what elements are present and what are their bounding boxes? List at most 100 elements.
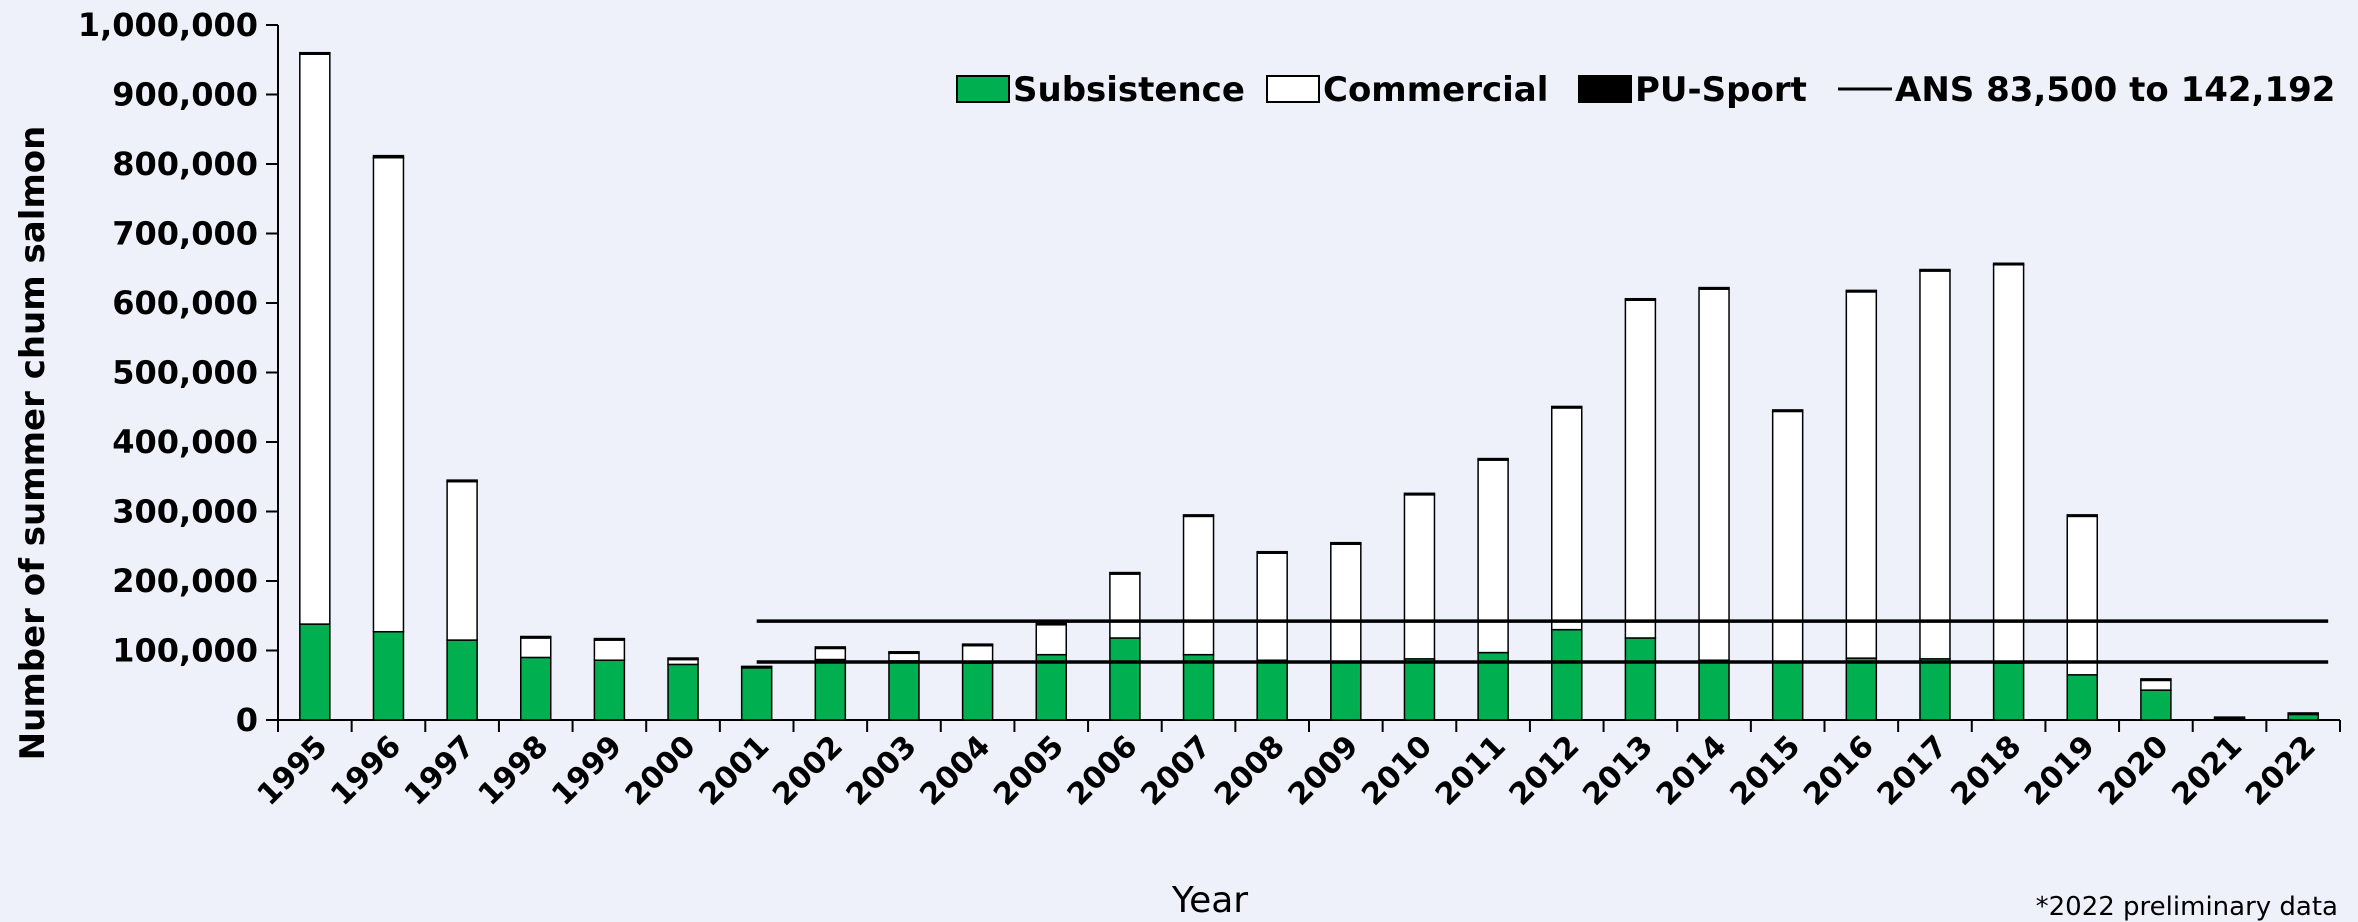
bar-pu-sport-2008: [1256, 550, 1288, 554]
x-tick-label: 2021: [2165, 729, 2249, 813]
y-tick-label: 900,000: [112, 76, 258, 114]
x-tick-label: 2019: [2018, 729, 2102, 813]
bar-pu-sport-2022: [2287, 712, 2319, 716]
bar-pu-sport-2018: [1992, 262, 2025, 266]
bar-subsistence-2015: [1771, 661, 1804, 721]
bar-commercial-1995: [299, 53, 331, 625]
x-tick-label: 2002: [766, 729, 850, 813]
legend-label-pu-sport: PU-Sport: [1635, 70, 1807, 110]
bar-subsistence-2002: [814, 658, 847, 721]
bar-subsistence-2007: [1182, 653, 1215, 721]
bar-subsistence-2000: [667, 663, 699, 721]
bar-commercial-2013: [1624, 299, 1657, 639]
bar-pu-sport-2001: [740, 665, 773, 669]
bar-pu-sport-2017: [1919, 268, 1951, 272]
bar-pu-sport-2012: [1551, 405, 1583, 409]
bar-subsistence-2004: [961, 662, 994, 721]
bar-commercial-2009: [1330, 543, 1362, 664]
bar-commercial-2017: [1919, 270, 1951, 660]
bar-commercial-2003: [888, 652, 920, 662]
bar-pu-sport-2004: [961, 643, 994, 647]
y-tick-label: 300,000: [112, 493, 258, 531]
bar-commercial-2018: [1992, 264, 2025, 664]
x-tick-label: 2015: [1724, 729, 1808, 813]
bar-pu-sport-2009: [1330, 541, 1362, 545]
bar-subsistence-2014: [1698, 659, 1730, 721]
x-tick-label: 2018: [1944, 729, 2028, 813]
bar-commercial-1998: [520, 637, 552, 659]
bar-subsistence-2013: [1624, 637, 1657, 721]
bar-pu-sport-2005: [1035, 622, 1067, 626]
bar-pu-sport-2013: [1624, 297, 1657, 301]
bar-subsistence-1998: [520, 656, 552, 721]
x-axis-title: Year: [1171, 880, 1248, 921]
x-tick-label: 2009: [1282, 729, 1366, 813]
bar-pu-sport-1999: [593, 637, 626, 641]
bar-subsistence-2009: [1330, 661, 1362, 721]
x-tick-label: 2014: [1650, 729, 1734, 813]
bar-commercial-2002: [814, 647, 847, 661]
x-tick-label: 2020: [2092, 729, 2176, 813]
bar-subsistence-2011: [1477, 651, 1509, 721]
bar-commercial-2005: [1035, 624, 1067, 656]
x-tick-label: 1996: [324, 729, 408, 813]
bar-pu-sport-2011: [1477, 457, 1509, 461]
bar-pu-sport-2006: [1109, 571, 1141, 575]
bar-pu-sport-1998: [520, 635, 552, 639]
x-tick-label: 2003: [840, 729, 924, 813]
legend-label-subsistence: Subsistence: [1013, 70, 1245, 110]
bar-commercial-2012: [1551, 407, 1583, 631]
bar-subsistence-2005: [1035, 653, 1067, 721]
bar-commercial-2016: [1845, 291, 1878, 659]
bar-subsistence-2016: [1845, 657, 1878, 721]
x-tick-label: 1998: [472, 729, 556, 813]
bar-subsistence-2008: [1256, 659, 1288, 721]
bar-subsistence-2019: [2066, 674, 2098, 721]
bar-subsistence-2006: [1109, 637, 1141, 721]
bar-subsistence-2012: [1551, 628, 1583, 721]
y-tick-label: 500,000: [112, 354, 258, 392]
bar-pu-sport-2003: [888, 651, 920, 655]
bars: [299, 51, 2319, 721]
preliminary-note: *2022 preliminary data: [2036, 892, 2338, 922]
x-axis: 1995199619971998199920002001200220032004…: [251, 719, 2341, 813]
bar-commercial-2015: [1771, 410, 1804, 664]
bar-subsistence-2010: [1403, 658, 1436, 721]
bar-subsistence-2003: [888, 660, 920, 721]
bar-subsistence-1997: [446, 639, 478, 721]
bar-pu-sport-2002: [814, 646, 847, 650]
bar-pu-sport-2010: [1403, 492, 1436, 496]
bar-pu-sport-2007: [1182, 514, 1215, 518]
x-tick-label: 1995: [251, 729, 335, 813]
bar-pu-sport-2020: [2140, 678, 2172, 682]
x-tick-label: 2001: [693, 729, 777, 813]
bar-subsistence-2020: [2140, 689, 2172, 721]
bar-pu-sport-1996: [372, 154, 405, 159]
legend-label-ans: ANS 83,500 to 142,192: [1895, 70, 2335, 110]
x-tick-label: 1999: [545, 729, 629, 813]
bar-pu-sport-2016: [1845, 289, 1878, 293]
legend-swatch-pu-sport: [1578, 75, 1632, 103]
bar-commercial-2006: [1109, 573, 1141, 639]
bar-subsistence-1995: [299, 623, 331, 721]
bar-pu-sport-2021: [2213, 716, 2246, 720]
bar-subsistence-2022: [2287, 713, 2319, 721]
bar-pu-sport-2014: [1698, 286, 1730, 290]
bar-pu-sport-1997: [446, 479, 478, 483]
legend-label-commercial: Commercial: [1323, 70, 1548, 110]
x-tick-label: 2017: [1871, 729, 1955, 813]
x-tick-label: 2022: [2239, 729, 2323, 813]
bar-pu-sport-2000: [667, 657, 699, 661]
bar-subsistence-1996: [372, 630, 405, 721]
x-tick-label: 2008: [1208, 729, 1292, 813]
bar-pu-sport-2019: [2066, 514, 2098, 518]
y-axis: 0 100,000 200,000 300,000 400,000 500,000 600,…: [78, 6, 279, 739]
legend: Subsistence Commercial PU-Sport ANS 83,5…: [956, 70, 2335, 110]
bar-subsistence-2001: [740, 667, 773, 721]
bar-pu-sport-2015: [1771, 409, 1804, 413]
x-tick-label: 2012: [1503, 729, 1587, 813]
y-tick-label: 1,000,000: [78, 6, 258, 44]
bar-commercial-2011: [1477, 459, 1509, 654]
x-tick-label: 2007: [1134, 729, 1218, 813]
ans-range-lines: [756, 619, 2329, 664]
